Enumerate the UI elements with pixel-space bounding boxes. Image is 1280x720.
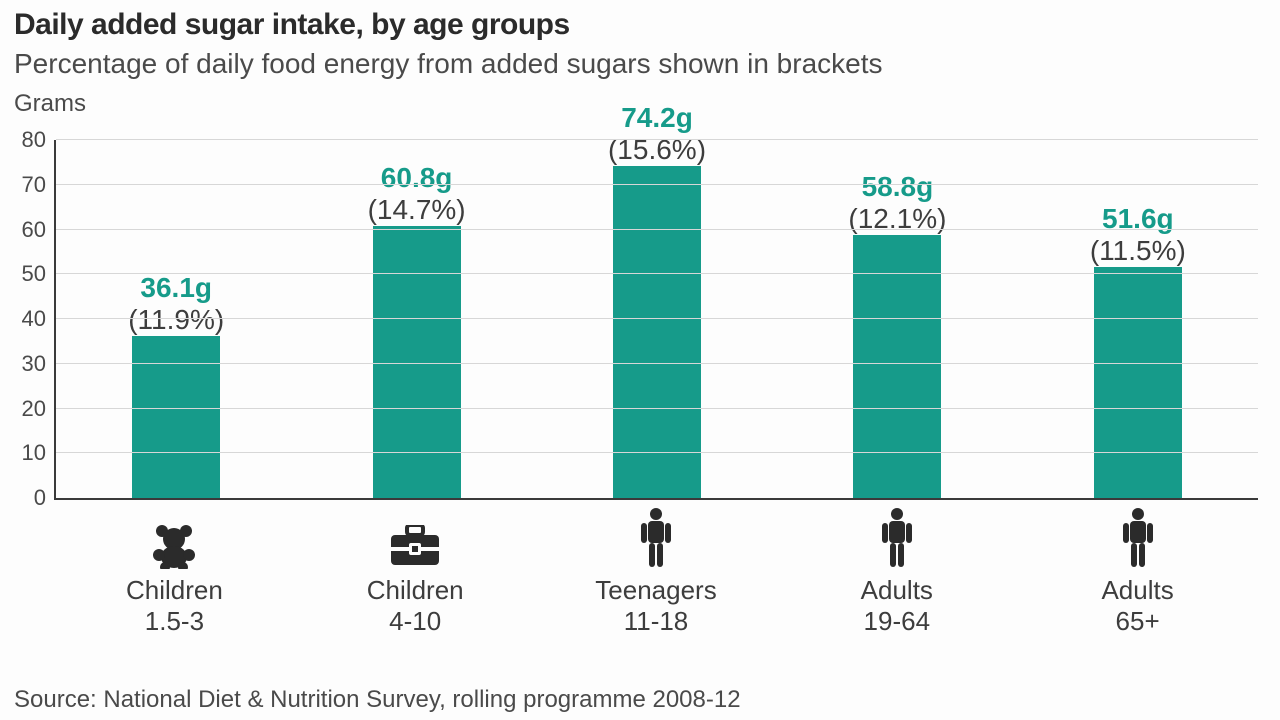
category: Teenagers11-18 [536, 505, 777, 637]
bar-percent: (14.7%) [307, 194, 527, 226]
y-tick: 40 [22, 306, 56, 332]
y-tick: 80 [22, 127, 56, 153]
category: Children4-10 [295, 505, 536, 637]
category-icon [150, 505, 198, 569]
bar: 58.8g(12.1%) [853, 235, 941, 498]
plot-area: 36.1g(11.9%) 60.8g(14.7%) 74.2g(15.6%) 58.8… [54, 140, 1258, 500]
bar-label: 51.6g(11.5%) [1028, 203, 1248, 267]
bar: 51.6g(11.5%) [1094, 267, 1182, 498]
y-tick: 60 [22, 217, 56, 243]
y-tick: 50 [22, 261, 56, 287]
chart-title: Daily added sugar intake, by age groups [14, 8, 1266, 42]
person-icon [639, 507, 673, 569]
person-icon [880, 507, 914, 569]
teddy-bear-icon [150, 521, 198, 569]
bar-percent: (12.1%) [787, 203, 1007, 235]
gridline [56, 363, 1258, 364]
bars-group: 36.1g(11.9%) 60.8g(14.7%) 74.2g(15.6%) 58.8… [56, 140, 1258, 498]
bar: 36.1g(11.9%) [132, 336, 220, 498]
gridline [56, 184, 1258, 185]
bar: 74.2g(15.6%) [613, 166, 701, 498]
y-tick: 20 [22, 396, 56, 422]
bar-label: 74.2g(15.6%) [547, 102, 767, 166]
bar-column: 60.8g(14.7%) [296, 140, 536, 498]
category-label: Adults19-64 [861, 575, 933, 637]
lunchbox-icon [387, 525, 443, 569]
category: Adults65+ [1017, 505, 1258, 637]
gridline [56, 318, 1258, 319]
bar-value: 58.8g [787, 171, 1007, 203]
gridline [56, 408, 1258, 409]
bar-column: 36.1g(11.9%) [56, 140, 296, 498]
bar-column: 58.8g(12.1%) [777, 140, 1017, 498]
chart-subtitle: Percentage of daily food energy from add… [14, 48, 1266, 80]
category: Children1.5-3 [54, 505, 295, 637]
bar-value: 74.2g [547, 102, 767, 134]
category-icon [387, 505, 443, 569]
y-tick: 10 [22, 440, 56, 466]
y-tick: 0 [34, 485, 56, 511]
bar-label: 36.1g(11.9%) [66, 272, 286, 336]
category-icon [1121, 505, 1155, 569]
bar-value: 51.6g [1028, 203, 1248, 235]
bar-value: 36.1g [66, 272, 286, 304]
y-tick: 30 [22, 351, 56, 377]
gridline [56, 139, 1258, 140]
category-axis: Children1.5-3 Children4-10 Teenagers11-1… [54, 505, 1258, 637]
category: Adults19-64 [776, 505, 1017, 637]
gridline [56, 229, 1258, 230]
category-label: Teenagers11-18 [595, 575, 716, 637]
bar-percent: (11.5%) [1028, 235, 1248, 267]
category-label: Adults65+ [1101, 575, 1173, 637]
category-icon [880, 505, 914, 569]
chart-container: Daily added sugar intake, by age groups … [0, 0, 1280, 720]
gridline [56, 452, 1258, 453]
bar-column: 51.6g(11.5%) [1018, 140, 1258, 498]
source-text: Source: National Diet & Nutrition Survey… [14, 686, 741, 714]
bar-percent: (11.9%) [66, 304, 286, 336]
person-icon [1121, 507, 1155, 569]
bar-column: 74.2g(15.6%) [537, 140, 777, 498]
y-tick: 70 [22, 172, 56, 198]
bar-label: 60.8g(14.7%) [307, 162, 527, 226]
category-label: Children4-10 [367, 575, 464, 637]
gridline [56, 273, 1258, 274]
bar-value: 60.8g [307, 162, 527, 194]
y-axis-label: Grams [14, 90, 86, 118]
category-icon [639, 505, 673, 569]
category-label: Children1.5-3 [126, 575, 223, 637]
bar-label: 58.8g(12.1%) [787, 171, 1007, 235]
